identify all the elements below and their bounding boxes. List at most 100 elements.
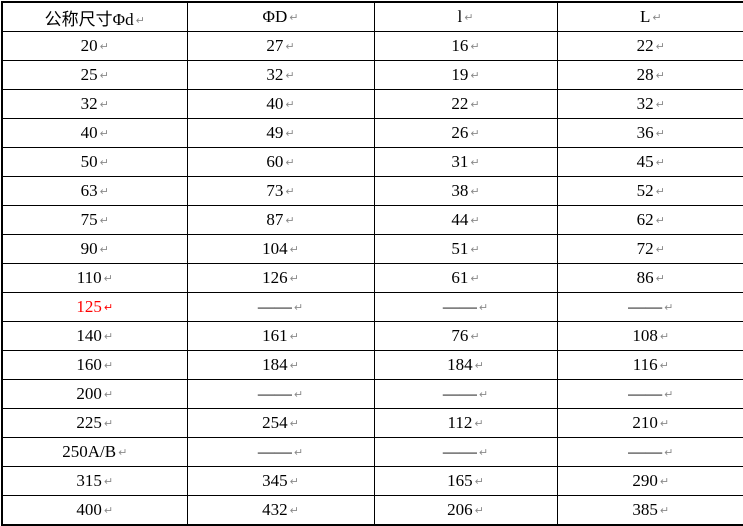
table-cell: 19 ↵	[373, 60, 558, 90]
paragraph-mark-icon: ↵	[478, 388, 489, 401]
paragraph-mark-icon: ↵	[655, 98, 665, 111]
paragraph-mark-icon: ↵	[655, 272, 665, 285]
table-cell: 22 ↵	[556, 31, 743, 61]
table-cell: 40 ↵	[1, 118, 188, 148]
table-row: 200 ↵ —— ↵ —— ↵ —— ↵	[1, 379, 743, 409]
header-label: 公称尺寸Φd	[44, 9, 134, 29]
table-cell: 87 ↵	[186, 205, 375, 235]
cell-value: 112	[447, 413, 473, 432]
table-row: 315 ↵ 345 ↵ 165 ↵ 290 ↵	[1, 466, 743, 496]
table-row: 63 ↵ 73 ↵ 38 ↵ 52 ↵	[1, 176, 743, 206]
cell-value: 385	[632, 500, 658, 519]
table-cell: 50 ↵	[1, 147, 188, 177]
table-cell: —— ↵	[556, 437, 743, 467]
paragraph-mark-icon: ↵	[659, 475, 670, 488]
paragraph-mark-icon: ↵	[470, 185, 480, 198]
table-row: 250A/B ↵ —— ↵ —— ↵ —— ↵	[1, 437, 743, 467]
cell-value: 72	[636, 239, 654, 258]
cell-value: 62	[636, 210, 654, 229]
paragraph-mark-icon: ↵	[99, 243, 109, 256]
paragraph-mark-icon: ↵	[478, 446, 489, 459]
paragraph-mark-icon: ↵	[289, 272, 299, 285]
table-cell: 45 ↵	[556, 147, 743, 177]
table-cell: 184 ↵	[373, 350, 558, 380]
cell-value: 76	[451, 326, 469, 345]
table-cell: 254 ↵	[186, 408, 375, 438]
paragraph-mark-icon: ↵	[470, 69, 480, 82]
paragraph-mark-icon: ↵	[659, 417, 670, 430]
cell-value: 184	[262, 355, 288, 374]
cell-value: 36	[636, 123, 654, 142]
table-cell: 90 ↵	[1, 234, 188, 264]
cell-value: 22	[451, 94, 469, 113]
paragraph-mark-icon: ↵	[99, 127, 109, 140]
paragraph-mark-icon: ↵	[285, 214, 295, 227]
paragraph-mark-icon: ↵	[103, 272, 113, 285]
table-row: 140 ↵ 161 ↵ 76 ↵ 108 ↵	[1, 321, 743, 351]
table-row: 40 ↵ 49 ↵ 26 ↵ 36 ↵	[1, 118, 743, 148]
paragraph-mark-icon: ↵	[659, 359, 669, 372]
paragraph-mark-icon: ↵	[474, 475, 484, 488]
table-row: 75 ↵ 87 ↵ 44 ↵ 62 ↵	[1, 205, 743, 235]
cell-value: 126	[262, 268, 288, 287]
table-cell: —— ↵	[186, 437, 375, 467]
table-cell: —— ↵	[186, 379, 375, 409]
cell-value: 38	[451, 181, 469, 200]
table-cell: 62 ↵	[556, 205, 743, 235]
table-cell: 184 ↵	[186, 350, 375, 380]
table-cell: 210 ↵	[556, 408, 743, 438]
cell-value: 40	[266, 94, 284, 113]
paragraph-mark-icon: ↵	[99, 98, 109, 111]
paragraph-mark-icon: ↵	[293, 446, 304, 459]
table-cell: 27 ↵	[186, 31, 375, 61]
table-cell: 206 ↵	[373, 495, 558, 526]
paragraph-mark-icon: ↵	[289, 359, 299, 372]
paragraph-mark-icon: ↵	[470, 330, 480, 343]
cell-value: ——	[257, 442, 292, 461]
paragraph-mark-icon: ↵	[293, 388, 304, 401]
paragraph-mark-icon: ↵	[664, 446, 674, 459]
table-cell: 73 ↵	[186, 176, 375, 206]
table-cell: 112 ↵	[373, 408, 558, 438]
paragraph-mark-icon: ↵	[655, 214, 665, 227]
paragraph-mark-icon: ↵	[99, 69, 109, 82]
table-cell: 76 ↵	[373, 321, 558, 351]
cell-value: ——	[257, 384, 292, 403]
table-cell: 61 ↵	[373, 263, 558, 293]
cell-value: 161	[262, 326, 288, 345]
cell-value: ——	[628, 442, 663, 461]
cell-value: 86	[636, 268, 654, 287]
paragraph-mark-icon: ↵	[659, 330, 670, 343]
column-header-phi-d: ΦD ↵	[186, 1, 375, 32]
paragraph-mark-icon: ↵	[470, 243, 480, 256]
paragraph-mark-icon: ↵	[285, 127, 295, 140]
cell-value: 165	[447, 471, 473, 490]
table-cell: 104 ↵	[186, 234, 375, 264]
table-cell: 72 ↵	[556, 234, 743, 264]
cell-value: 25	[80, 65, 98, 84]
table-cell: 32 ↵	[556, 89, 743, 119]
cell-value: 250A/B	[62, 442, 117, 461]
table-cell: 200 ↵	[1, 379, 188, 409]
paragraph-mark-icon: ↵	[655, 69, 665, 82]
table-cell: 315 ↵	[1, 466, 188, 496]
paragraph-mark-icon: ↵	[470, 156, 480, 169]
cell-value: 60	[266, 152, 284, 171]
header-row: 公称尺寸Φd ↵ ΦD ↵ l ↵ L ↵	[1, 1, 743, 32]
table-cell: 432 ↵	[186, 495, 375, 526]
cell-value: ——	[628, 297, 663, 316]
table-cell: 345 ↵	[186, 466, 375, 496]
table-cell: 28 ↵	[556, 60, 743, 90]
paragraph-mark-icon: ↵	[103, 359, 114, 372]
cell-value: 44	[451, 210, 469, 229]
cell-value: 200	[76, 384, 102, 403]
paragraph-mark-icon: ↵	[285, 156, 295, 169]
cell-value: 32	[80, 94, 98, 113]
cell-value: 19	[451, 65, 469, 84]
paragraph-mark-icon: ↵	[103, 417, 114, 430]
cell-value: 20	[80, 36, 98, 55]
table-cell: 110 ↵	[1, 263, 188, 293]
table-cell: 165 ↵	[373, 466, 558, 496]
paragraph-mark-icon: ↵	[103, 475, 114, 488]
